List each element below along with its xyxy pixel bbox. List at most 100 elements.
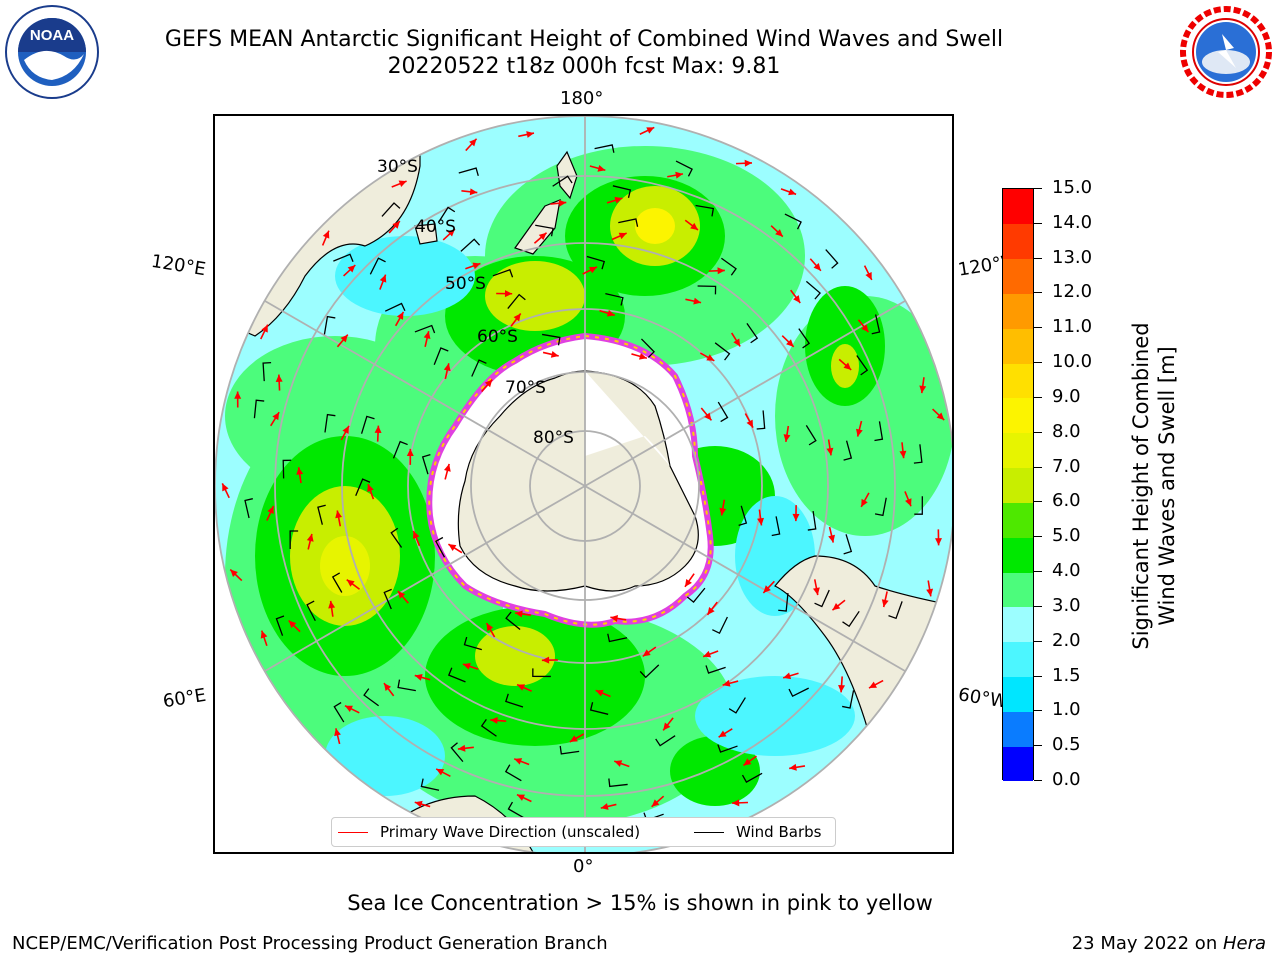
wind-barb [712, 616, 728, 635]
wave-arrowhead [792, 513, 800, 522]
wave-arrowhead [597, 164, 606, 172]
wave-arrowhead [610, 615, 619, 622]
wave-arrowhead [516, 794, 525, 801]
colorbar-segment [1003, 328, 1033, 364]
wave-arrowhead [272, 412, 280, 421]
wind-barb [390, 527, 403, 548]
colorbar-tick-label: 1.0 [1052, 699, 1081, 721]
wind-barb [618, 218, 639, 227]
colorbar-tick [1034, 396, 1042, 398]
wave-arrowhead [843, 362, 852, 370]
wave-arrowhead [663, 722, 671, 731]
wave-arrowhead [447, 229, 455, 237]
wind-barb [825, 249, 839, 269]
colorbar-tick-label: 2.0 [1052, 629, 1081, 651]
wind-barb [437, 206, 456, 223]
wind-barb [686, 587, 706, 603]
wave-arrowhead [342, 425, 349, 434]
wave-arrowhead [406, 448, 414, 457]
colorbar-segment [1003, 397, 1033, 434]
run-date: 23 May 2022 on Hera [1072, 933, 1266, 954]
wind-barbs [244, 144, 923, 833]
wave-arrowhead [414, 800, 423, 808]
wave-arrowhead [462, 663, 471, 670]
lat-label-70s: 70°S [505, 378, 546, 398]
colorbar-tick-label: 0.5 [1052, 734, 1081, 756]
colorbar-tick [1034, 501, 1042, 503]
wind-barb [594, 144, 615, 153]
credit-line: NCEP/EMC/Verification Post Processing Pr… [12, 933, 608, 954]
wave-arrowhead [383, 683, 392, 691]
legend-wind-label: Wind Barbs [736, 823, 822, 841]
wave-arrowhead [899, 450, 907, 459]
wave-arrowhead [744, 159, 753, 167]
colorbar-tick [1034, 327, 1042, 329]
wave-arrowhead [693, 297, 702, 305]
wave-arrowhead [261, 324, 268, 333]
wave-arrowhead [222, 483, 229, 492]
colorbar-segment [1003, 537, 1033, 573]
colorbar-tick [1034, 745, 1042, 747]
wave-arrowhead [919, 385, 927, 394]
wave-arrowhead [861, 498, 868, 507]
wave-arrowhead [296, 467, 304, 475]
wave-arrowhead [347, 265, 356, 273]
wave-arrowhead [642, 649, 651, 657]
wave-arrowhead [675, 171, 683, 179]
wind-barb [323, 315, 336, 335]
wave-arrowhead [789, 763, 797, 771]
wave-arrowhead [412, 530, 420, 539]
wind-barb [843, 534, 853, 555]
colorbar-tick [1034, 536, 1042, 538]
wind-barb [421, 453, 431, 475]
wave-arrowhead [881, 599, 889, 608]
wave-arrowhead [826, 447, 834, 456]
wave-arrowhead [690, 222, 698, 230]
colorbar-title: Significant Height of Combined Wind Wave… [1128, 246, 1180, 726]
wave-arrowhead [392, 221, 400, 229]
legend-wind-barbs: Wind Barbs [694, 823, 821, 841]
wind-barb [450, 742, 464, 763]
colorbar [1002, 188, 1034, 782]
wind-barb [447, 667, 466, 683]
wave-arrowhead [936, 412, 945, 421]
wave-arrowhead [396, 311, 404, 320]
wind-barb [738, 505, 748, 526]
lon-label-120e: 120°E [149, 250, 208, 281]
wind-barb [695, 204, 715, 217]
wind-barb [463, 636, 482, 651]
wave-arrowhead [684, 578, 692, 587]
wave-arrowhead [614, 196, 623, 204]
colorbar-tick-label: 10.0 [1052, 351, 1093, 373]
wave-arrowhead [335, 510, 343, 519]
colorbar-tick [1034, 431, 1042, 433]
colorbar-tick [1034, 675, 1042, 677]
wind-barb [324, 413, 336, 433]
wave-arrowhead [595, 689, 604, 697]
wind-barb [381, 202, 401, 217]
wave-direction-vectors [221, 126, 945, 845]
wind-barb [639, 664, 660, 679]
wind-barb [434, 536, 446, 558]
polar-map: 30°S 40°S 50°S 60°S 70°S 80°S [213, 114, 954, 854]
wind-barb [874, 421, 884, 442]
wave-arrowhead [334, 728, 341, 737]
wave-arrowhead [558, 199, 567, 207]
wave-arrowhead [515, 610, 523, 618]
wind-barb [289, 530, 299, 550]
wave-arrowhead [288, 620, 297, 629]
wind-barb [244, 498, 253, 519]
wave-arrowhead [722, 679, 731, 687]
colorbar-tick [1034, 466, 1042, 468]
nws-logo [1178, 4, 1274, 100]
colorbar-tick-label: 5.0 [1052, 525, 1081, 547]
wave-arrowhead [838, 684, 846, 693]
wind-barb [914, 496, 923, 515]
colorbar-tick [1034, 640, 1042, 642]
wind-barb [282, 459, 292, 479]
latitude-labels: 30°S 40°S 50°S 60°S 70°S 80°S [377, 157, 574, 448]
wind-barb [492, 268, 514, 278]
wind-barb [805, 280, 821, 300]
wind-barb [913, 444, 923, 464]
lat-label-80s: 80°S [533, 428, 574, 448]
